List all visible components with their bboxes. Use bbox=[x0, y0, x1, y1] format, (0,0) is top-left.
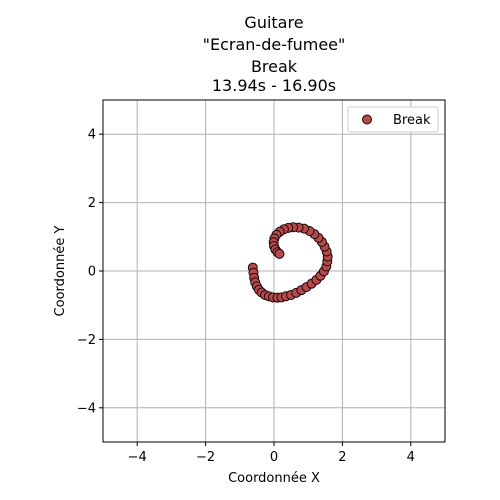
data-points bbox=[247, 222, 333, 303]
y-tick-label: −4 bbox=[77, 401, 96, 416]
data-point bbox=[274, 248, 285, 259]
x-axis-ticks: −4 −2 0 2 4 bbox=[128, 442, 415, 465]
y-tick-label: 0 bbox=[88, 265, 96, 280]
y-axis-ticks: −4 −2 0 2 4 bbox=[77, 128, 103, 416]
y-tick-label: −2 bbox=[77, 333, 96, 348]
legend: Break bbox=[347, 106, 439, 133]
title-line-2: "Ecran-de-fumee" bbox=[202, 35, 346, 54]
title-line-3: Break bbox=[250, 57, 298, 76]
x-tick-label: 2 bbox=[338, 450, 346, 465]
y-tick-label: 4 bbox=[88, 128, 96, 143]
x-tick-label: −2 bbox=[196, 450, 215, 465]
legend-box bbox=[347, 106, 439, 133]
grid bbox=[103, 100, 445, 442]
x-tick-label: 4 bbox=[407, 450, 415, 465]
title-line-4: 13.94s - 16.90s bbox=[211, 76, 337, 95]
x-tick-label: 0 bbox=[270, 450, 278, 465]
y-axis-label: Coordonnée Y bbox=[53, 226, 68, 317]
legend-label: Break bbox=[393, 113, 431, 128]
legend-marker bbox=[362, 114, 372, 125]
x-axis-label: Coordonnée X bbox=[228, 471, 320, 486]
x-tick-label: −4 bbox=[128, 450, 147, 465]
title-line-1: Guitare bbox=[244, 13, 304, 32]
y-tick-label: 2 bbox=[88, 196, 96, 211]
